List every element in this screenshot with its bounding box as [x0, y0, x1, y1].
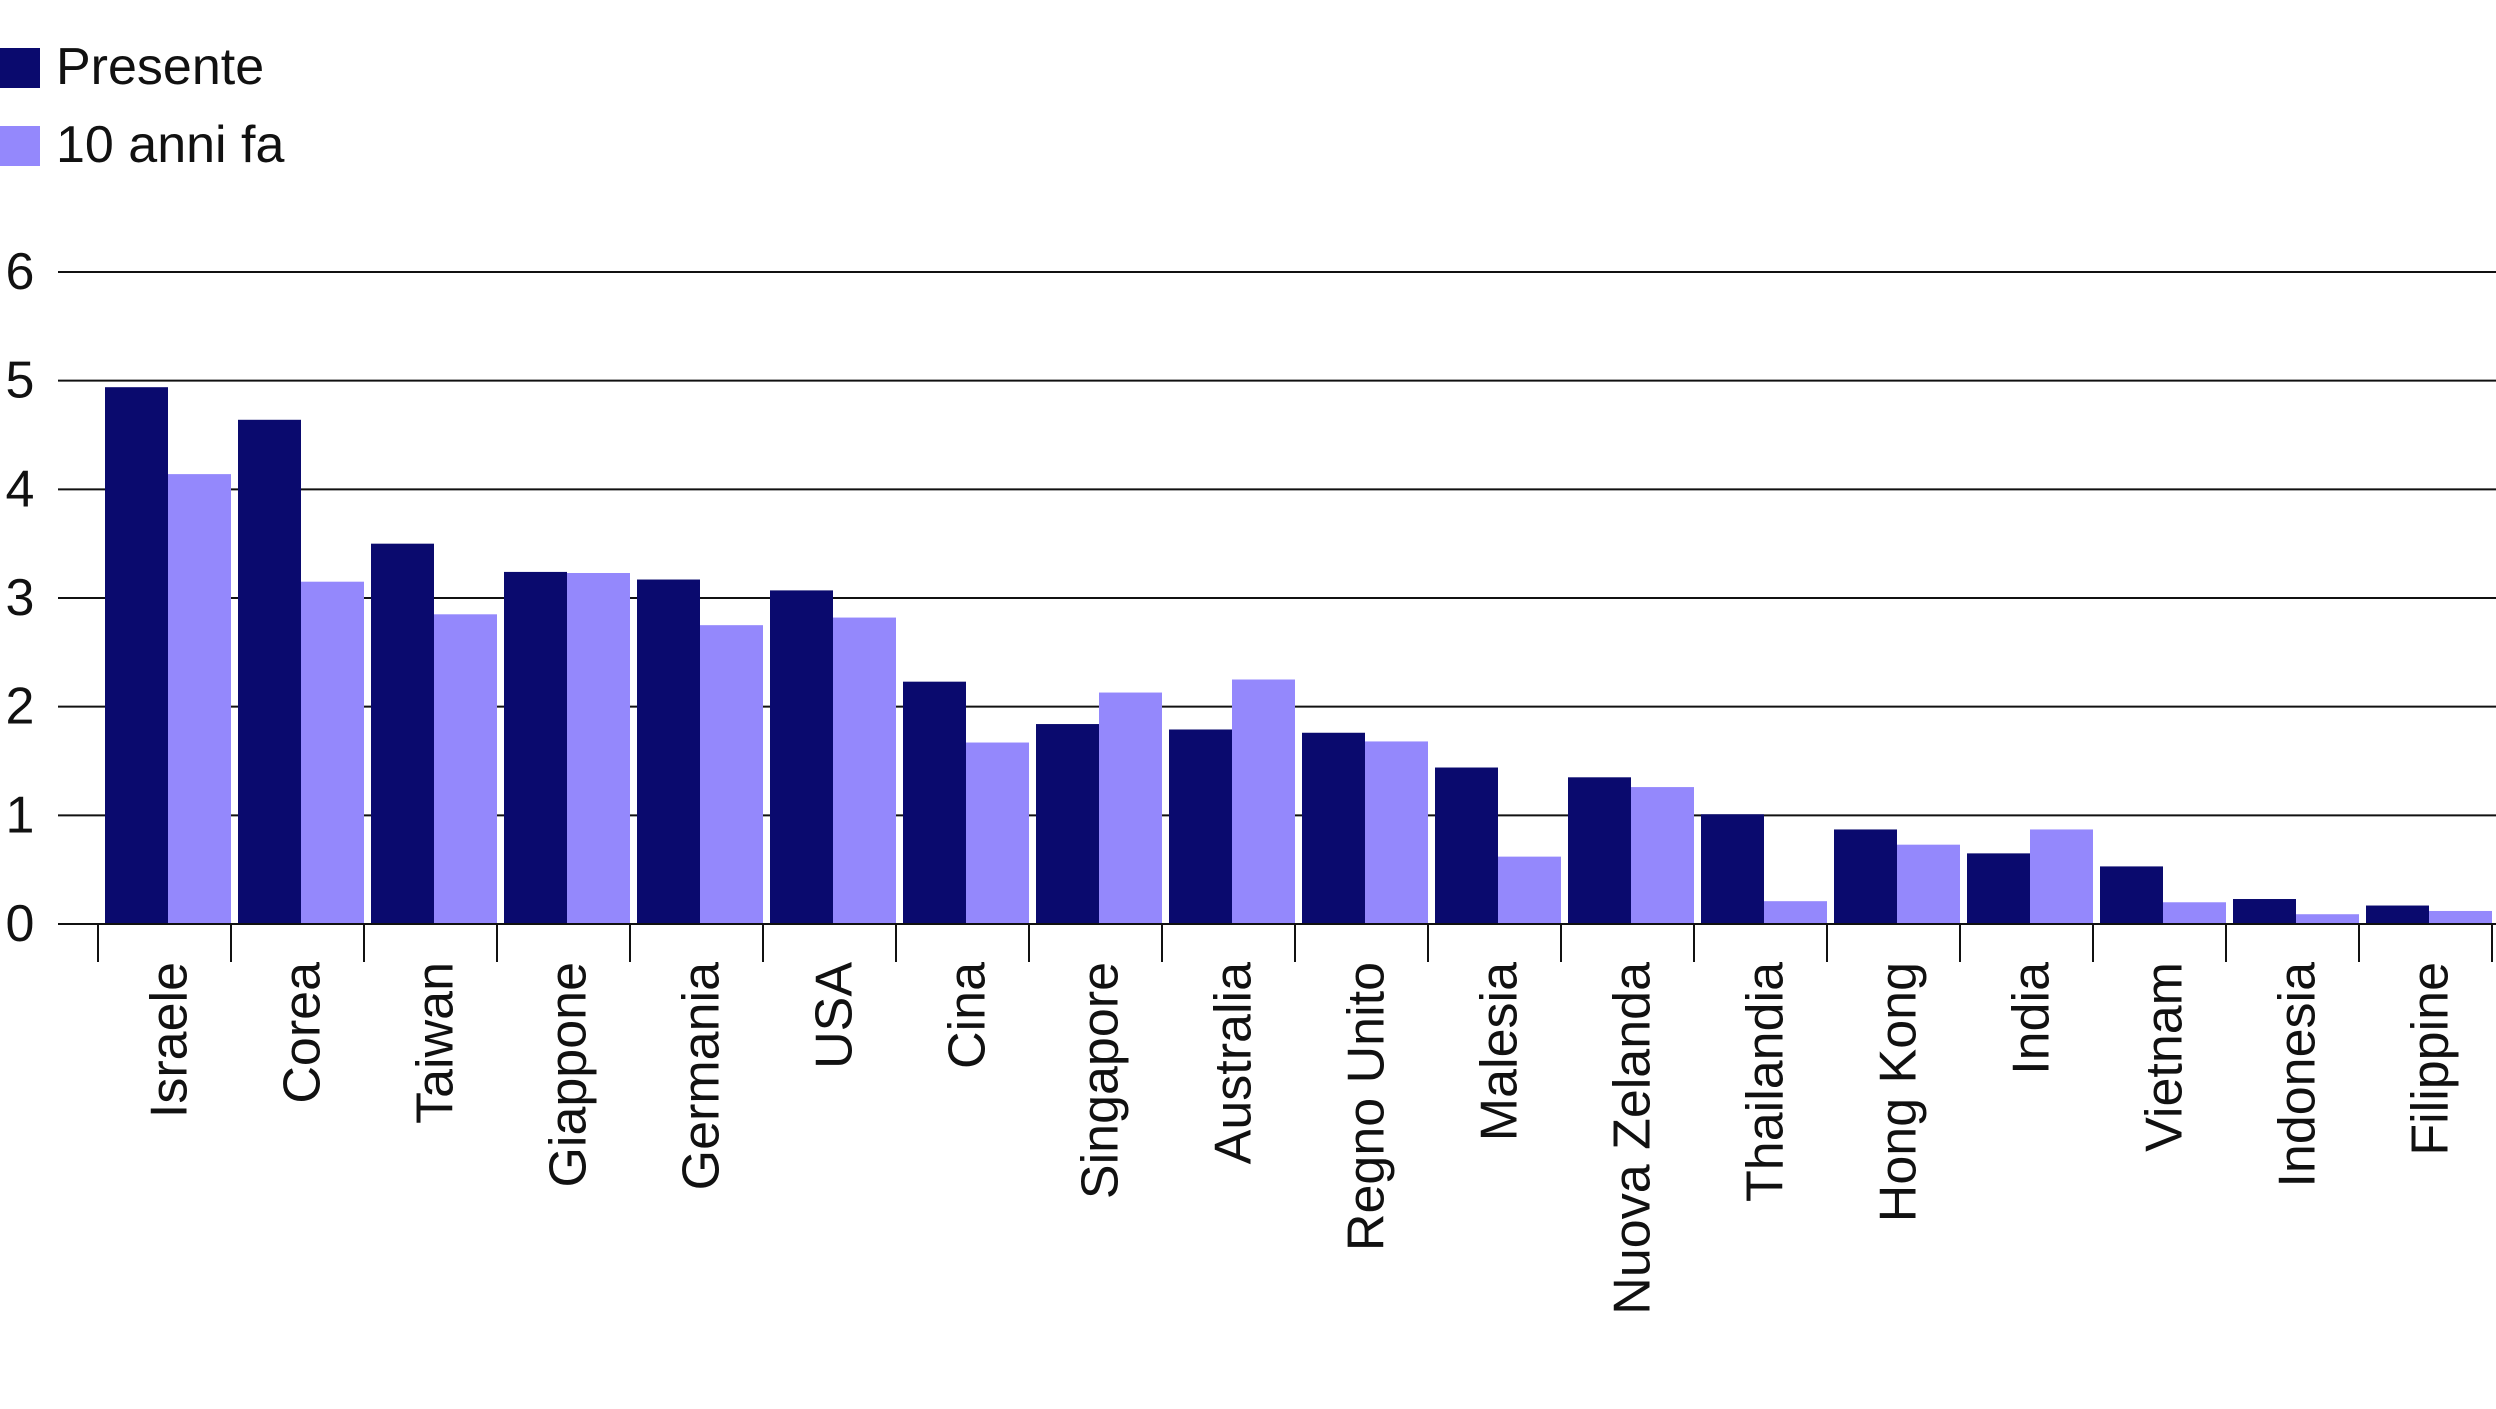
bar-10-anni-fa-18	[2429, 910, 2492, 924]
bar-10-anni-fa-3	[434, 614, 497, 924]
bar-presente-9	[1169, 729, 1232, 924]
bar-10-anni-fa-15	[2030, 829, 2093, 924]
bars	[105, 387, 2492, 924]
legend-swatch-1	[0, 48, 40, 88]
legend-swatch-2	[0, 126, 40, 166]
x-tick-label-14: Hong Kong	[1870, 962, 1928, 1222]
bar-10-anni-fa-7	[966, 742, 1029, 924]
legend: Presente 10 anni fa	[0, 38, 284, 174]
bar-presente-4	[504, 571, 567, 924]
bar-presente-1	[105, 387, 168, 924]
bar-presente-3	[371, 543, 434, 924]
bar-10-anni-fa-17	[2296, 914, 2359, 924]
x-axis	[58, 923, 2496, 962]
x-tick-label-7: Cina	[939, 962, 997, 1069]
bar-10-anni-fa-11	[1498, 856, 1561, 924]
x-tick-label-1: Israele	[141, 962, 199, 1118]
bar-10-anni-fa-4	[567, 573, 630, 924]
bar-10-anni-fa-9	[1232, 679, 1295, 924]
y-tick-label-1: 1	[6, 786, 35, 844]
x-tick-label-3: Taiwan	[407, 962, 465, 1124]
bar-10-anni-fa-14	[1897, 844, 1960, 924]
x-tick-label-15: India	[2003, 962, 2061, 1075]
bar-presente-15	[1967, 853, 2030, 924]
x-tick-label-12: Nuova Zelanda	[1604, 962, 1662, 1315]
y-tick-label-4: 4	[6, 460, 35, 518]
bar-presente-13	[1701, 814, 1764, 924]
x-tick-label-17: Indonesia	[2269, 962, 2327, 1188]
x-tick-label-8: Singapore	[1072, 962, 1130, 1199]
bar-presente-6	[770, 590, 833, 924]
bar-presente-10	[1302, 732, 1365, 924]
x-tick-label-4: Giappone	[540, 962, 598, 1188]
x-tick-label-5: Germania	[673, 962, 731, 1190]
y-tick-label-3: 3	[6, 569, 35, 627]
x-tick-label-13: Thailandia	[1737, 962, 1795, 1202]
bar-10-anni-fa-5	[700, 625, 763, 924]
bar-presente-12	[1568, 777, 1631, 924]
bar-10-anni-fa-13	[1764, 901, 1827, 924]
y-tick-label-0: 0	[6, 895, 35, 953]
x-tick-label-9: Australia	[1205, 962, 1263, 1164]
bar-10-anni-fa-16	[2163, 902, 2226, 924]
bar-10-anni-fa-2	[301, 581, 364, 924]
x-tick-label-2: Corea	[274, 962, 332, 1104]
x-tick-label-18: Filippine	[2402, 962, 2460, 1156]
bar-10-anni-fa-6	[833, 617, 896, 924]
y-tick-label-6: 6	[6, 243, 35, 301]
bar-presente-11	[1435, 767, 1498, 924]
legend-label-1: Presente	[56, 38, 264, 96]
bar-10-anni-fa-8	[1099, 692, 1162, 924]
bar-10-anni-fa-1	[168, 474, 231, 924]
bar-presente-14	[1834, 829, 1897, 924]
y-axis-ticks: 0 1 2 3 4 5 6	[6, 243, 35, 953]
bar-presente-5	[637, 579, 700, 924]
y-tick-label-5: 5	[6, 352, 35, 410]
x-tick-label-11: Malesia	[1471, 962, 1529, 1141]
x-tick-label-10: Regno Unito	[1338, 962, 1396, 1251]
x-axis-labels: Israele Corea Taiwan Giappone Germania USA Cin…	[141, 962, 2460, 1315]
x-tick-label-6: USA	[806, 962, 864, 1069]
bar-presente-2	[238, 419, 301, 924]
bar-presente-17	[2233, 899, 2296, 924]
bar-presente-16	[2100, 866, 2163, 924]
y-tick-label-2: 2	[6, 678, 35, 736]
bar-presente-8	[1036, 724, 1099, 924]
bar-10-anni-fa-10	[1365, 741, 1428, 924]
bar-presente-7	[903, 681, 966, 924]
legend-label-2: 10 anni fa	[56, 116, 284, 174]
x-tick-label-16: Vietnam	[2136, 962, 2194, 1152]
bar-10-anni-fa-12	[1631, 787, 1694, 924]
bar-presente-18	[2366, 905, 2429, 924]
